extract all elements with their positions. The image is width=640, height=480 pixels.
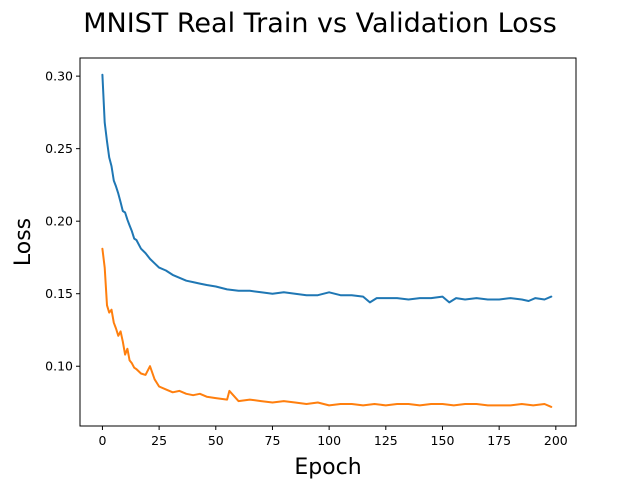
y-tick-label: 0.30: [45, 69, 73, 84]
x-tick-label: 50: [208, 433, 224, 448]
y-tick-label: 0.15: [45, 286, 73, 301]
x-tick-label: 175: [487, 433, 511, 448]
x-tick-label: 200: [544, 433, 568, 448]
y-tick-label: 0.20: [45, 214, 73, 229]
y-axis-ticks: 0.10 0.15 0.20 0.25 0.30: [45, 69, 80, 374]
x-axis-ticks: 0 25 50 75 100 125 150 175 200: [98, 426, 568, 448]
x-tick-label: 150: [431, 433, 455, 448]
x-tick-label: 25: [151, 433, 167, 448]
x-tick-label: 0: [98, 433, 106, 448]
chart-title: MNIST Real Train vs Validation Loss: [83, 8, 557, 39]
y-axis-label: Loss: [11, 218, 36, 266]
series-group: [101, 73, 553, 408]
series-line-1: [101, 247, 553, 408]
x-tick-label: 100: [317, 433, 341, 448]
series-line-0: [101, 73, 553, 304]
x-tick-label: 125: [374, 433, 398, 448]
y-tick-label: 0.10: [45, 359, 73, 374]
x-tick-label: 75: [265, 433, 281, 448]
x-axis-label: Epoch: [294, 455, 361, 480]
y-tick-label: 0.25: [45, 141, 73, 156]
plot-frame: [79, 57, 577, 427]
